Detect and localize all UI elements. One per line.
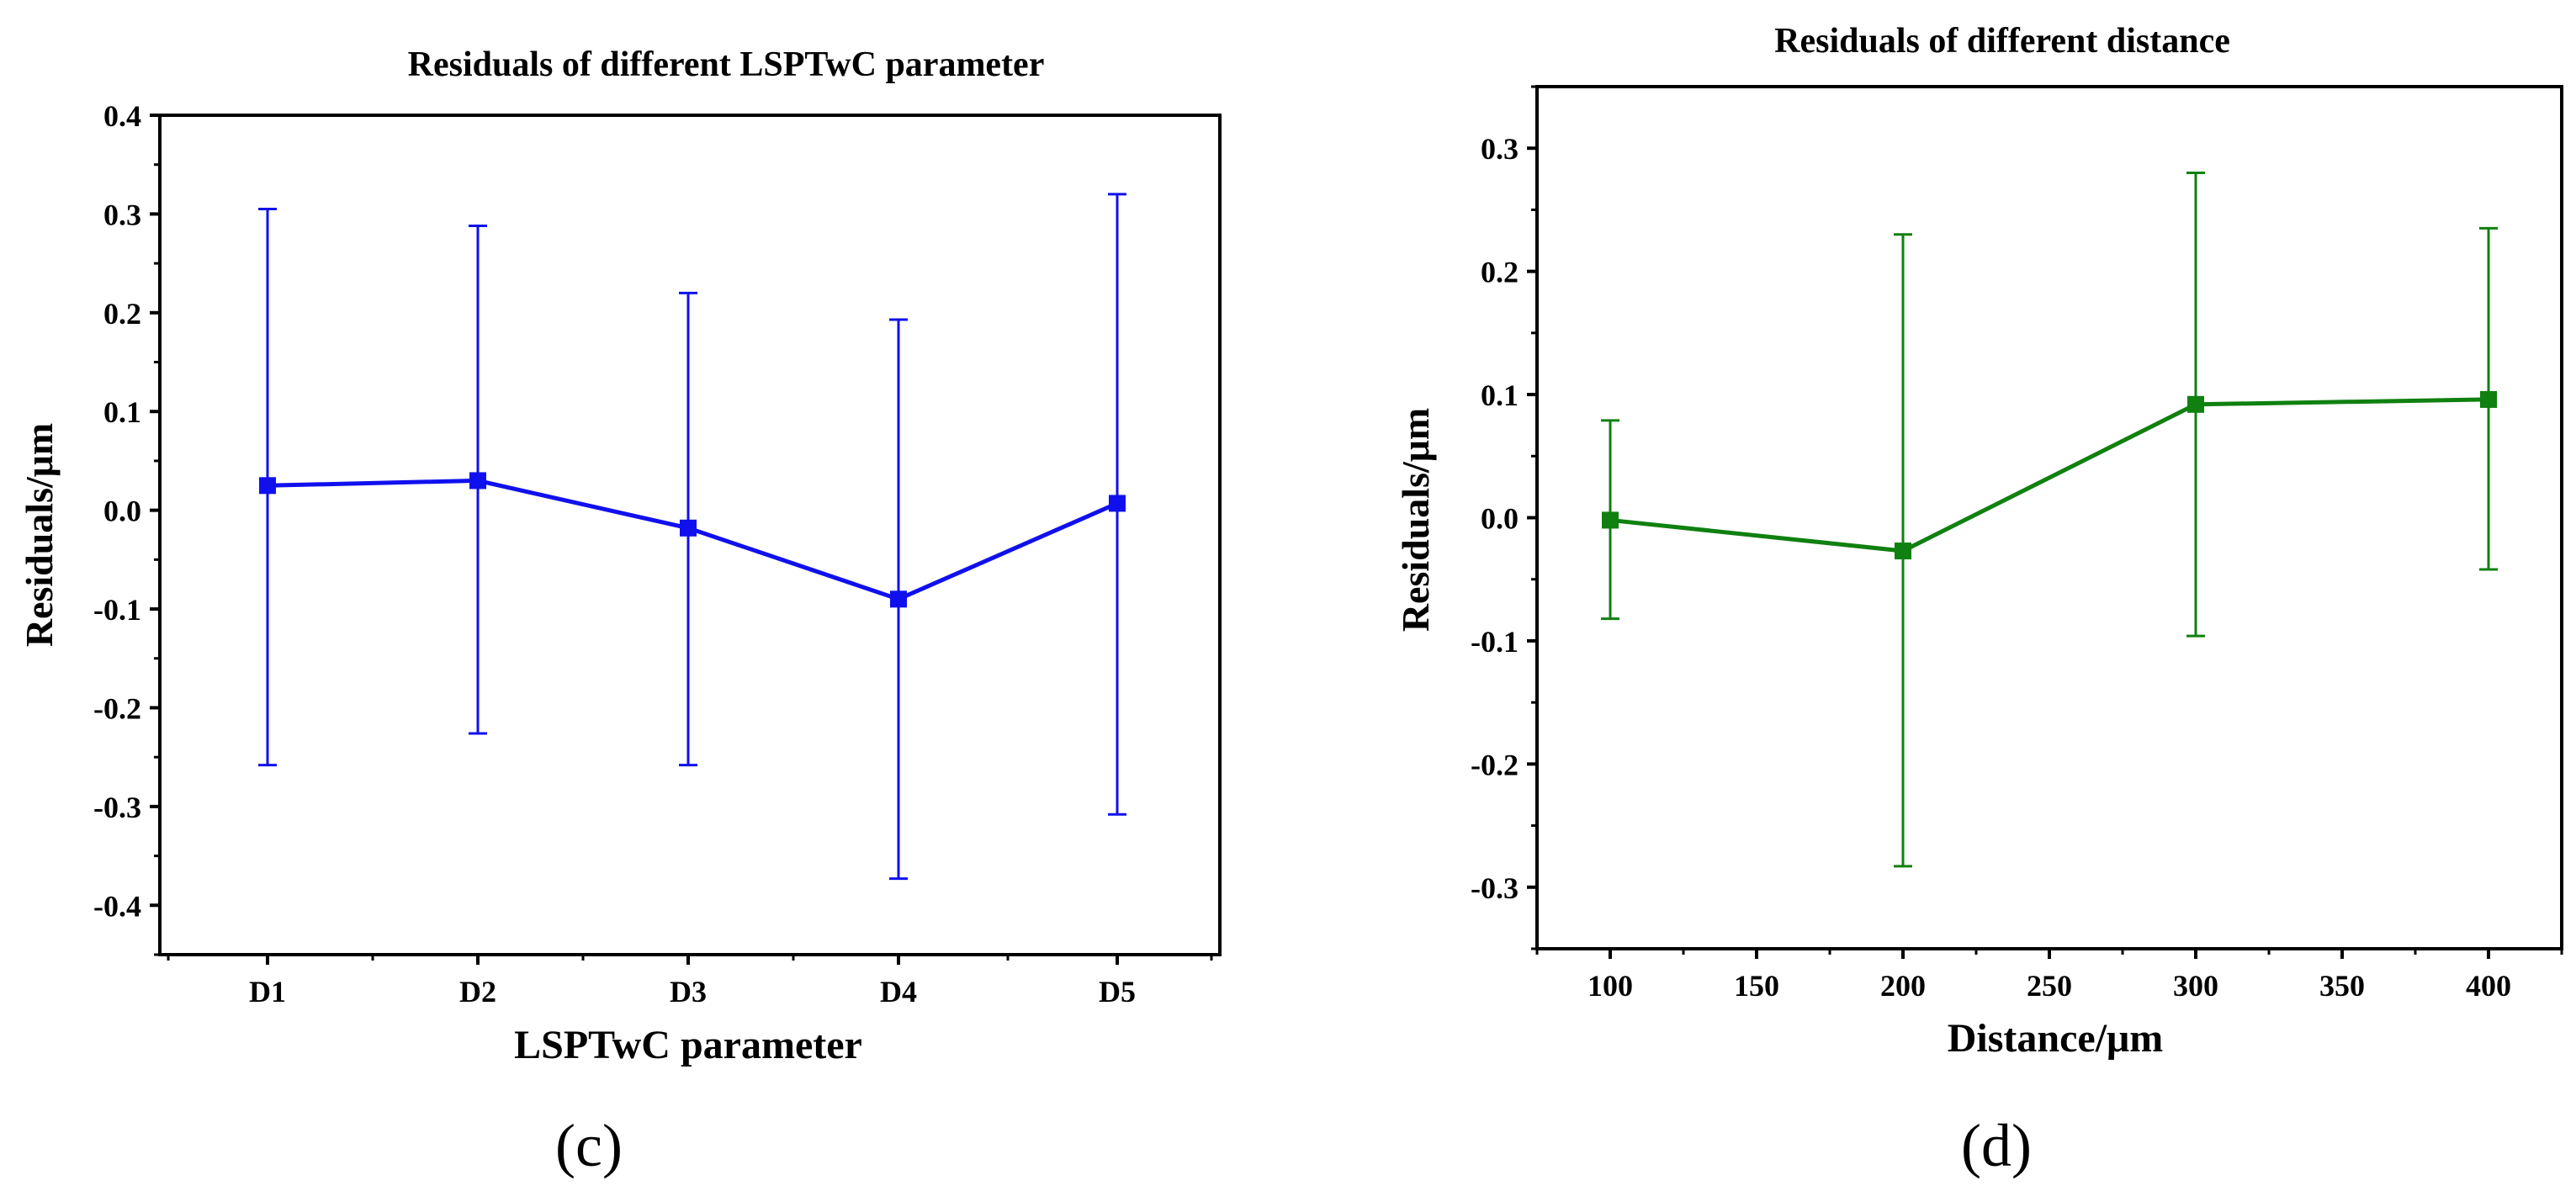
chart-d-xtick-label: 150 <box>1734 969 1779 1003</box>
chart-c-data-point <box>890 590 907 608</box>
chart-d-ytick-label: 0.1 <box>1481 378 1519 412</box>
caption-c: (c) <box>555 1112 623 1179</box>
chart-c-data-point <box>680 519 697 537</box>
chart-d-data-point <box>1602 511 1619 529</box>
chart-d-xtick-label: 350 <box>2319 969 2365 1003</box>
chart-d-ytick-label: -0.1 <box>1471 625 1519 659</box>
chart-c-data-point <box>469 472 486 490</box>
chart-c-data-point <box>259 477 276 495</box>
chart-d: Residuals of different distance -0.3 -0.2… <box>1394 22 2563 1179</box>
chart-c-ytick-label: 0.3 <box>103 198 141 231</box>
chart-d-xtick-label: 100 <box>1587 969 1633 1003</box>
chart-d-series <box>1601 172 2498 868</box>
chart-d-y-axis: -0.3 -0.2 -0.1 0.0 0.1 0.2 0.3 <box>1471 85 1537 950</box>
chart-c-xtick-label: D1 <box>249 975 286 1008</box>
chart-c-ytick-label: -0.2 <box>93 691 141 725</box>
chart-c-x-axis-label: LSPTwC parameter <box>514 1023 862 1067</box>
chart-d-series-line <box>1609 397 2489 553</box>
chart-c-ytick-label: 0.4 <box>103 99 141 133</box>
chart-d-data-point <box>2187 395 2204 413</box>
chart-c-y-axis-label: Residuals/μm <box>18 423 61 647</box>
chart-d-xtick-label: 250 <box>2027 969 2072 1003</box>
chart-c-xtick-label: D5 <box>1099 975 1136 1008</box>
chart-d-xtick-label: 200 <box>1880 969 1926 1003</box>
caption-d: (d) <box>1961 1112 2032 1179</box>
chart-d-data-point <box>2480 390 2497 408</box>
chart-c-ytick-label: -0.4 <box>93 889 141 923</box>
chart-d-title: Residuals of different distance <box>1774 22 2230 61</box>
chart-c-ytick-label: 0.0 <box>103 495 141 528</box>
chart-c-title: Residuals of different LSPTwC parameter <box>408 45 1045 84</box>
chart-c-ytick-label: -0.1 <box>93 593 141 627</box>
chart-d-ytick-label: 0.0 <box>1481 502 1519 536</box>
chart-d-data-point <box>1895 543 1911 560</box>
chart-d-ytick-label: 0.2 <box>1481 256 1519 289</box>
chart-d-ytick-label: -0.2 <box>1471 748 1519 781</box>
chart-c-ytick-label: 0.1 <box>103 395 141 429</box>
chart-d-plot-frame <box>1535 85 2563 950</box>
chart-c-y-axis: -0.4 -0.3 -0.2 -0.1 0.0 0.1 0.2 0.3 0.4 <box>93 99 160 956</box>
chart-d-xtick-label: 400 <box>2466 969 2511 1003</box>
chart-c-data-point <box>1109 495 1126 512</box>
chart-d-ytick-label: -0.3 <box>1471 871 1519 905</box>
chart-d-x-axis: 100 150 200 250 300 350 400 <box>1535 949 2563 1003</box>
chart-d-y-axis-label: Residuals/μm <box>1394 408 1437 632</box>
chart-d-x-axis-label: Distance/μm <box>1948 1016 2164 1061</box>
chart-c: Residuals of different LSPTwC parameter … <box>18 45 1222 1179</box>
chart-c-ytick-label: -0.3 <box>93 791 141 824</box>
chart-c-xtick-label: D4 <box>880 975 917 1008</box>
chart-d-ytick-label: 0.3 <box>1481 132 1519 166</box>
chart-c-xtick-label: D3 <box>670 975 707 1008</box>
chart-d-xtick-label: 300 <box>2173 969 2218 1003</box>
chart-c-series-line <box>267 478 1119 601</box>
chart-c-x-axis: D1 D2 D3 D4 D5 <box>167 955 1213 1008</box>
chart-c-xtick-label: D2 <box>459 975 496 1008</box>
chart-c-series <box>258 193 1126 881</box>
chart-c-ytick-label: 0.2 <box>103 297 141 331</box>
